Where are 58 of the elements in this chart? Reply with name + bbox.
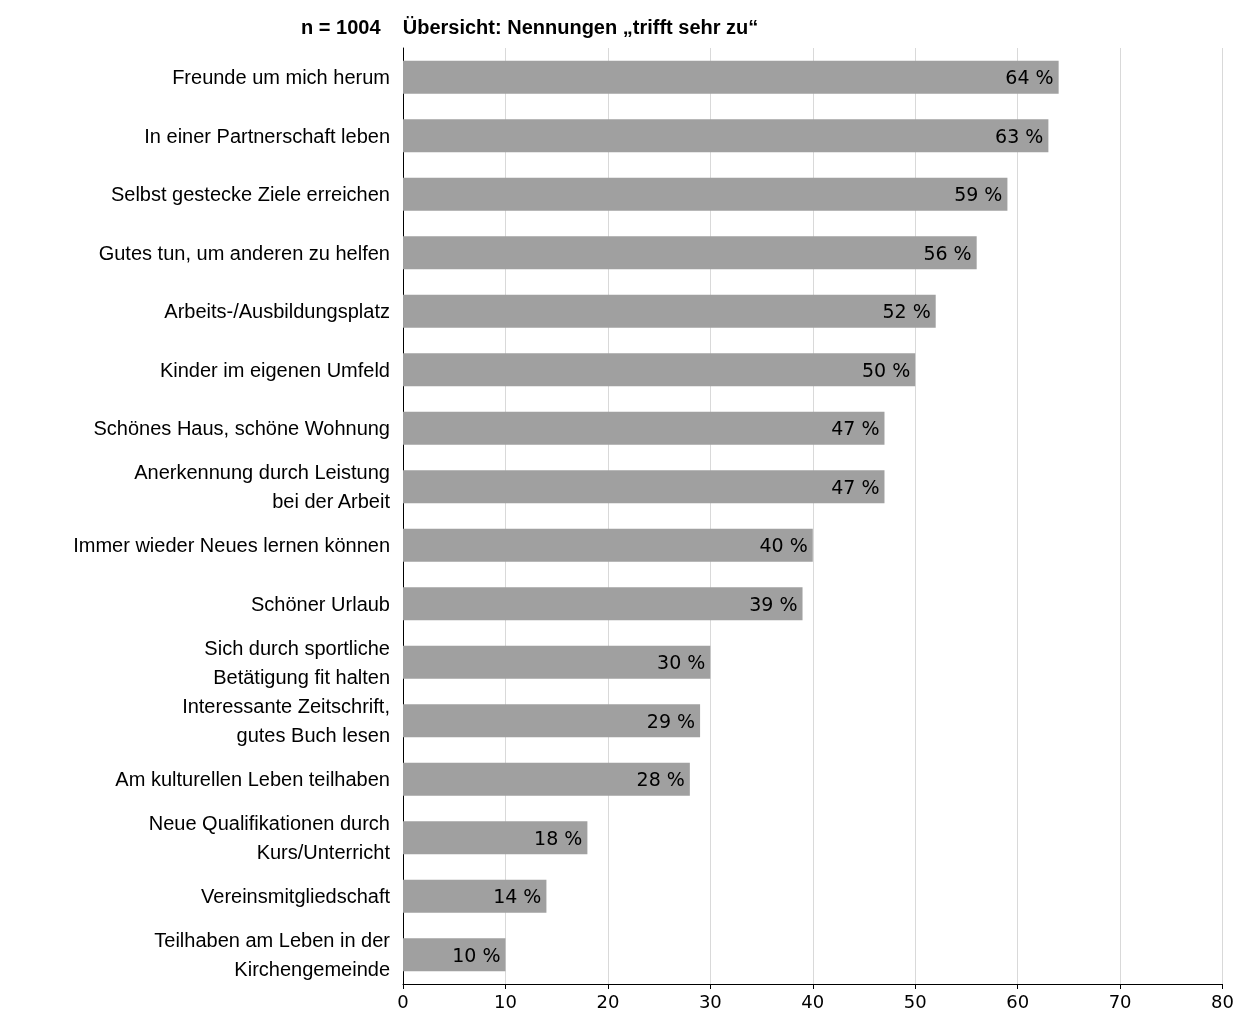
bar (403, 470, 885, 504)
y-tick-label: Freunde um mich herum (172, 66, 390, 89)
data-label: 56 % (923, 241, 972, 264)
data-label: 63 % (995, 124, 1044, 147)
x-tick-label: 80 (1211, 990, 1234, 1012)
y-tick-label: Schönes Haus, schöne Wohnung (93, 417, 390, 440)
y-tick-label: Sich durch sportliche Betätigung fit halten (204, 636, 390, 688)
x-tick-label: 60 (1006, 990, 1030, 1012)
x-tick-label: 20 (596, 990, 620, 1012)
x-tick-label: 30 (698, 990, 722, 1012)
x-tick-label: 50 (903, 990, 927, 1012)
bar (403, 119, 1049, 153)
bar (403, 294, 936, 328)
y-tick-label: Teilhaben am Leben in der Kirchengemeinde (154, 929, 391, 981)
y-tick-label: Arbeits-/Ausbildungsplatz (164, 300, 390, 323)
bar (403, 879, 547, 913)
bar (403, 645, 711, 679)
data-label: 47 % (831, 417, 880, 440)
bar (403, 528, 813, 562)
y-tick-label: Interessante Zeitschrift, gutes Buch lesen (182, 695, 390, 747)
bar (403, 587, 803, 621)
data-label: 29 % (646, 709, 696, 732)
y-tick-label: Kinder im eigenen Umfeld (159, 358, 390, 381)
bar (403, 411, 885, 445)
x-tick-label: 0 (397, 990, 409, 1012)
bar (403, 821, 588, 855)
bar (403, 60, 1059, 94)
x-tick-label: 40 (801, 990, 825, 1012)
data-label: 50 % (861, 358, 911, 381)
y-tick-label: Vereinsmitgliedschaft (201, 885, 391, 908)
y-tick-label: Neue Qualifikationen durch Kurs/Unterricht (148, 812, 391, 864)
data-label: 47 % (831, 475, 880, 498)
data-label: 64 % (1005, 66, 1054, 89)
data-label: 18 % (534, 826, 583, 849)
data-label: 30 % (657, 651, 706, 674)
data-label: 39 % (749, 592, 798, 615)
data-label: 59 % (954, 183, 1003, 206)
y-tick-label: In einer Partnerschaft leben (144, 124, 390, 147)
bar (403, 704, 701, 738)
y-tick-label: Selbst gestecke Ziele erreichen (110, 183, 390, 206)
y-tick-label: Gutes tun, um anderen zu helfen (98, 241, 390, 264)
bar (403, 353, 916, 387)
y-tick-label: Immer wieder Neues lernen können (73, 534, 390, 557)
y-tick-label: Am kulturellen Leben teilhaben (115, 768, 390, 791)
data-label: 10 % (452, 943, 501, 966)
bar (403, 177, 1008, 211)
bar (403, 938, 506, 972)
chart-title: n = 1004 Übersicht: Nennungen „trifft sehr zu“ (301, 16, 759, 38)
data-label: 52 % (882, 300, 931, 323)
x-tick-label: 70 (1108, 990, 1132, 1012)
data-label: 14 % (493, 885, 542, 908)
bar (403, 762, 690, 796)
x-tick-label: 10 (493, 990, 517, 1012)
y-tick-label: Schöner Urlaub (251, 592, 390, 615)
bar (403, 236, 977, 270)
data-label: 40 % (759, 534, 808, 557)
y-tick-label: Anerkennung durch Leistung bei der Arbeit (134, 461, 391, 513)
data-label: 28 % (636, 768, 685, 791)
